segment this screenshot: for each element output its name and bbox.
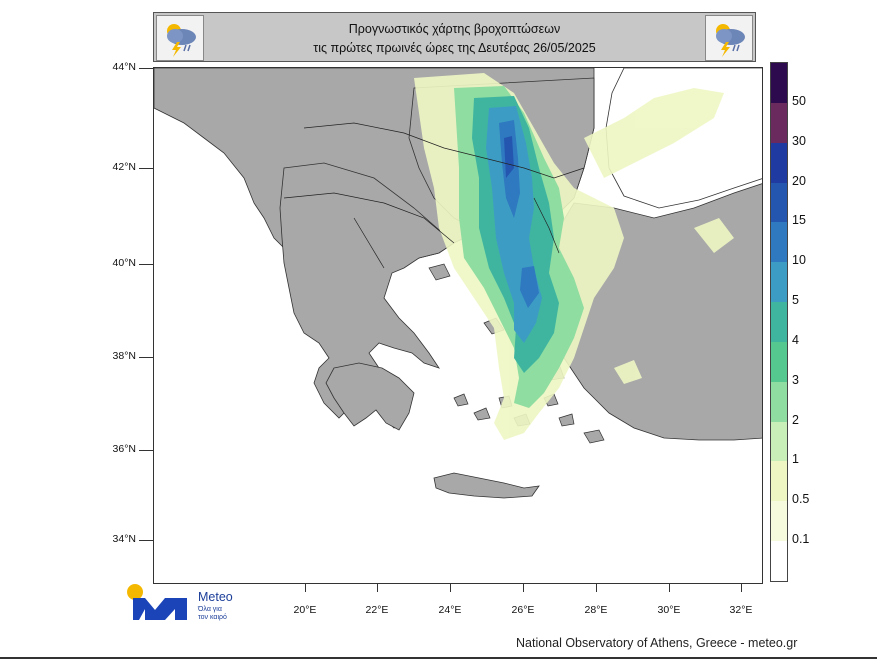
lat-tick	[139, 68, 153, 69]
colorbar-label: 4	[792, 332, 799, 347]
lat-tick	[139, 540, 153, 541]
lon-tick	[305, 584, 306, 592]
colorbar-segment	[771, 381, 787, 422]
lon-tick	[741, 584, 742, 592]
precipitation-colorbar	[770, 62, 788, 582]
lon-label: 28°E	[584, 604, 608, 616]
lat-label: 44°N	[112, 61, 136, 73]
lon-label: 24°E	[438, 604, 462, 616]
colorbar-segment	[771, 302, 787, 342]
colorbar-label: 50	[792, 93, 806, 108]
lat-label: 34°N	[112, 533, 136, 545]
lat-label: 40°N	[112, 257, 136, 269]
meteo-tagline: τον καιρό	[198, 614, 227, 621]
lon-tick	[377, 584, 378, 592]
lat-tick	[139, 357, 153, 358]
lon-label: 32°E	[729, 604, 753, 616]
colorbar-segment	[771, 461, 787, 502]
colorbar-segment	[771, 541, 787, 581]
map-title-banner: Προγνωστικός χάρτης βροχοπτώσεων τις πρώ…	[153, 12, 756, 62]
colorbar-label: 30	[792, 133, 806, 148]
colorbar-segment	[771, 63, 787, 103]
rain-cloud-icon	[156, 15, 204, 61]
lat-label: 36°N	[112, 443, 136, 455]
source-credit: National Observatory of Athens, Greece -…	[516, 636, 798, 650]
meteo-logo	[125, 582, 195, 624]
colorbar-segment	[771, 341, 787, 382]
colorbar-label: 1	[792, 452, 799, 467]
lat-label: 42°N	[112, 161, 136, 173]
colorbar-segment	[771, 182, 787, 223]
lon-label: 20°E	[293, 604, 317, 616]
lat-tick	[139, 450, 153, 451]
colorbar-label: 0.5	[792, 492, 810, 507]
colorbar-label: 3	[792, 372, 799, 387]
map-subtitle: τις πρώτες πρωινές ώρες της Δευτέρας 26/…	[313, 41, 596, 55]
map-canvas	[154, 68, 762, 499]
lon-label: 22°E	[365, 604, 389, 616]
colorbar-segment	[771, 142, 787, 183]
lat-tick	[139, 264, 153, 265]
colorbar-segment	[771, 102, 787, 143]
colorbar-segment	[771, 501, 787, 542]
colorbar-label: 5	[792, 293, 799, 308]
meteo-tagline: Όλα για	[198, 606, 222, 613]
colorbar-segment	[771, 421, 787, 462]
land-crete	[433, 472, 540, 499]
lon-tick	[596, 584, 597, 592]
lon-tick	[669, 584, 670, 592]
colorbar-segment	[771, 262, 787, 303]
lat-tick	[139, 168, 153, 169]
precip-very-heavy	[486, 106, 542, 343]
colorbar-label: 10	[792, 253, 806, 268]
meteo-brand-name: Meteo	[198, 590, 233, 604]
lon-label: 30°E	[657, 604, 681, 616]
rain-cloud-icon	[705, 15, 753, 61]
map-title: Προγνωστικός χάρτης βροχοπτώσεων	[348, 22, 561, 36]
lon-tick	[450, 584, 451, 592]
lat-label: 38°N	[112, 350, 136, 362]
lon-label: 26°E	[511, 604, 535, 616]
precipitation-map	[153, 67, 763, 584]
colorbar-segment	[771, 222, 787, 263]
lon-tick	[523, 584, 524, 592]
divider	[0, 657, 877, 659]
black-sea	[605, 68, 762, 209]
country-borders	[283, 122, 585, 269]
colorbar-label: 2	[792, 412, 799, 427]
colorbar-label: 0.1	[792, 532, 810, 547]
colorbar-label: 20	[792, 173, 806, 188]
colorbar-label: 15	[792, 213, 806, 228]
land-peloponnese	[325, 362, 415, 431]
